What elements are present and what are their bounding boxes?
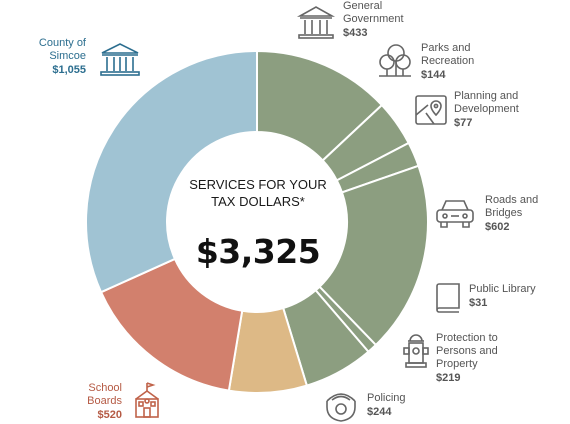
- label-parks: Parks and Recreation $144: [421, 42, 501, 82]
- label-amount: $77: [454, 117, 473, 129]
- slice-county-of-simcoe: [85, 49, 258, 294]
- fire-hydrant-icon: [402, 331, 430, 369]
- label-protection: Protection to Persons and Property $219: [436, 332, 536, 385]
- label-name: Policing: [367, 392, 406, 404]
- label-name: County of Simcoe: [38, 37, 86, 62]
- label-amount: $433: [343, 27, 368, 39]
- police-badge-icon: [324, 389, 358, 423]
- label-amount: $144: [421, 69, 446, 81]
- label-amount: $602: [485, 221, 510, 233]
- government-building-icon: [296, 4, 336, 42]
- label-name: General Government: [343, 0, 404, 25]
- label-name: Public Library: [469, 283, 536, 295]
- label-policing: Policing $244: [367, 392, 447, 419]
- label-name: Roads and Bridges: [485, 194, 539, 219]
- trees-icon: [376, 42, 414, 80]
- center-title: SERVICES FOR YOUR TAX DOLLARS*: [189, 177, 327, 209]
- label-planning: Planning and Development $77: [454, 90, 544, 130]
- label-roads: Roads and Bridges $602: [485, 194, 555, 234]
- label-school-boards: School Boards $520: [56, 382, 122, 422]
- map-pin-icon: [414, 93, 448, 127]
- label-county: County of Simcoe $1,055: [16, 37, 86, 77]
- label-general-government: General Government $433: [343, 0, 423, 40]
- label-name: Parks and Recreation: [421, 42, 475, 67]
- center-total: $3,325: [195, 232, 321, 271]
- label-name: Protection to Persons and Property: [436, 332, 498, 370]
- slice-roads-and-bridges: [318, 164, 429, 347]
- car-icon: [434, 196, 476, 232]
- label-name: Planning and Development: [454, 90, 519, 115]
- book-icon: [433, 282, 463, 316]
- label-amount: $31: [469, 297, 488, 309]
- label-amount: $1,055: [52, 64, 86, 76]
- county-building-icon: [98, 41, 142, 79]
- label-amount: $520: [97, 409, 122, 421]
- label-name: School Boards: [87, 382, 122, 407]
- school-icon: [130, 381, 164, 421]
- label-amount: $244: [367, 406, 392, 418]
- label-library: Public Library $31: [469, 283, 559, 310]
- label-amount: $219: [436, 372, 461, 384]
